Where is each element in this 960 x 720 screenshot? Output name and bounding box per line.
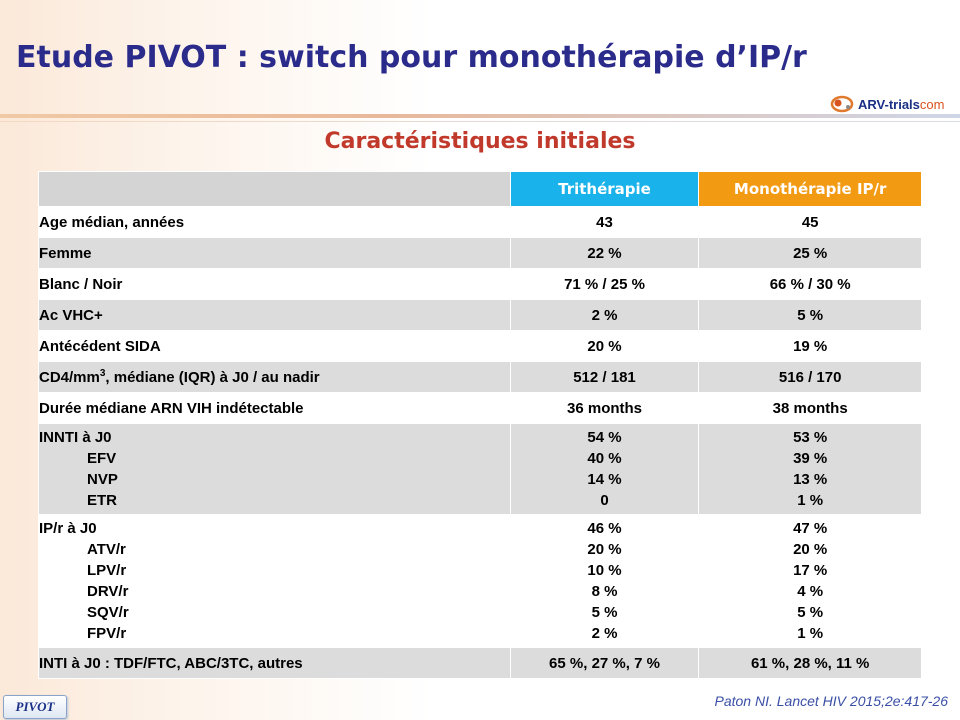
baseline-characteristics-table: Trithérapie Monothérapie IP/r Age médian… [38,171,922,679]
tri-value: 22 % [509,237,700,269]
mono-value: 61 %, 28 %, 11 % [698,647,922,679]
table-row: Blanc / Noir 71 % / 25 % 66 % / 30 % [38,268,922,300]
row-sublabel: NVP [87,471,118,488]
mono-value: 66 % / 30 % [698,268,922,300]
mono-value: 53 % [793,429,828,446]
citation: Paton NI. Lancet HIV 2015;2e:417-26 [714,693,949,709]
arv-trials-logo: ARV-trialscom [830,92,944,116]
mono-value: 38 months [698,392,922,424]
header-monotherapie: Monothérapie IP/r [698,171,922,207]
tri-value: 20 % [509,330,700,362]
row-label: IP/r à J0 [39,520,97,537]
mono-value: 13 % [793,471,828,488]
tri-value: 43 [509,206,700,238]
row-sublabel: FPV/r [87,625,127,642]
mono-value: 5 % [698,299,922,331]
row-label: INNTI à J0 [39,429,112,446]
table-row: CD4/mm3, médiane (IQR) à J0 / au nadir 5… [38,361,922,393]
slide-title: Etude PIVOT : switch pour monothérapie d… [16,40,807,75]
row-sublabel: LPV/r [87,562,127,579]
title-divider [0,114,960,118]
row-label-pre: CD4/mm [39,369,100,386]
tri-value-group: 54 % 40 % 14 % 0 [509,423,700,515]
tri-value: 20 % [587,541,622,558]
mono-value: 1 % [797,625,824,642]
row-label: Ac VHC+ [38,299,511,331]
table-row: Durée médiane ARN VIH indétectable 36 mo… [38,392,922,424]
mono-value: 5 % [797,604,824,621]
mono-value: 39 % [793,450,828,467]
tri-value: 5 % [591,604,618,621]
row-sublabel: DRV/r [87,583,129,600]
tri-value: 512 / 181 [509,361,700,393]
mono-value: 17 % [793,562,828,579]
table-row: Ac VHC+ 2 % 5 % [38,299,922,331]
row-sublabel: SQV/r [87,604,129,621]
mono-value: 516 / 170 [698,361,922,393]
row-sublabel: EFV [87,450,117,467]
table-row: INTI à J0 : TDF/FTC, ABC/3TC, autres 65 … [38,647,922,679]
mono-value: 45 [698,206,922,238]
row-label-group: INNTI à J0 EFV NVP ETR [38,423,511,515]
title-divider-thin [0,121,960,122]
table-row: Age médian, années 43 45 [38,206,922,238]
tri-value: 36 months [509,392,700,424]
row-label-group: IP/r à J0 ATV/r LPV/r DRV/r SQV/r FPV/r [38,514,511,648]
mono-value: 4 % [797,583,824,600]
row-label: CD4/mm3, médiane (IQR) à J0 / au nadir [38,361,511,393]
row-label-post: , médiane (IQR) à J0 / au nadir [105,369,320,386]
tri-value: 46 % [587,520,622,537]
table-row: Antécédent SIDA 20 % 19 % [38,330,922,362]
mono-value: 20 % [793,541,828,558]
tri-value: 0 [600,492,609,509]
tri-value: 40 % [587,450,622,467]
row-label: Durée médiane ARN VIH indétectable [38,392,511,424]
tri-value: 8 % [591,583,618,600]
row-label: Femme [38,237,511,269]
tri-value: 71 % / 25 % [509,268,700,300]
row-label: Blanc / Noir [38,268,511,300]
logo-swirl-icon [830,94,856,114]
tri-value-group: 46 % 20 % 10 % 8 % 5 % 2 % [509,514,700,648]
table-header-row: Trithérapie Monothérapie IP/r [38,171,922,207]
row-label: Antécédent SIDA [38,330,511,362]
table-row: Femme 22 % 25 % [38,237,922,269]
mono-value-group: 47 % 20 % 17 % 4 % 5 % 1 % [698,514,922,648]
table-row: INNTI à J0 EFV NVP ETR 54 % 40 % 14 % 0 … [38,423,922,515]
mono-value-group: 53 % 39 % 13 % 1 % [698,423,922,515]
tri-value: 10 % [587,562,622,579]
pivot-badge: PIVOT [3,695,67,719]
mono-value: 1 % [797,492,824,509]
tri-value: 2 % [591,625,618,642]
logo-suffix-text: com [919,96,945,112]
row-sublabel: ATV/r [87,541,126,558]
table-row: IP/r à J0 ATV/r LPV/r DRV/r SQV/r FPV/r … [38,514,922,648]
row-label: Age médian, années [38,206,511,238]
tri-value: 2 % [509,299,700,331]
tri-value: 54 % [587,429,622,446]
row-label: INTI à J0 : TDF/FTC, ABC/3TC, autres [38,647,511,679]
row-sublabel: ETR [87,492,117,509]
mono-value: 19 % [698,330,922,362]
row-label-sup: 3 [99,368,106,379]
slide-subtitle: Caractéristiques initiales [324,129,636,154]
logo-main-text: ARV-trials [858,96,920,112]
mono-value: 25 % [698,237,922,269]
header-tritherapie: Trithérapie [509,171,700,207]
header-blank-cell [38,171,511,207]
tri-value: 65 %, 27 %, 7 % [509,647,700,679]
tri-value: 14 % [587,471,622,488]
mono-value: 47 % [793,520,828,537]
